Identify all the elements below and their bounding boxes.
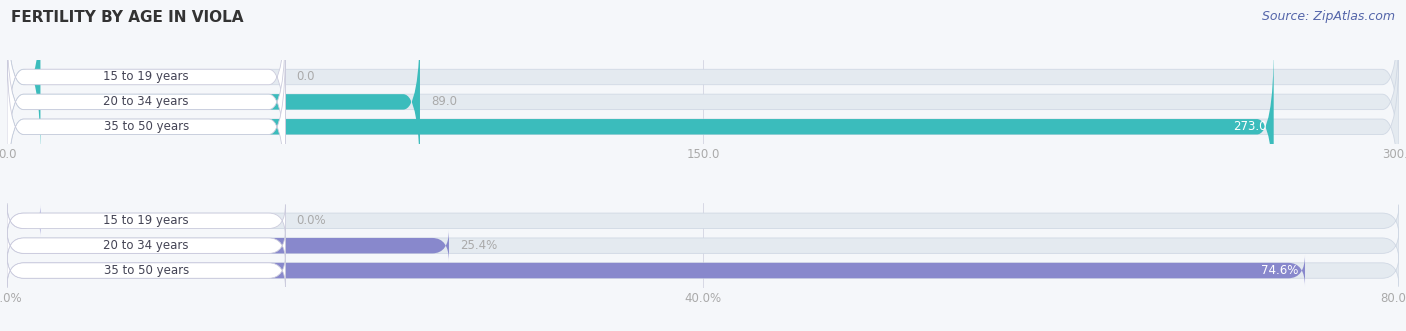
Text: 35 to 50 years: 35 to 50 years <box>104 264 188 277</box>
Text: 25.4%: 25.4% <box>460 239 498 252</box>
FancyBboxPatch shape <box>7 229 285 262</box>
FancyBboxPatch shape <box>7 229 1399 262</box>
Text: FERTILITY BY AGE IN VIOLA: FERTILITY BY AGE IN VIOLA <box>11 10 243 25</box>
FancyBboxPatch shape <box>7 45 1399 209</box>
Text: 35 to 50 years: 35 to 50 years <box>104 120 188 133</box>
Text: 74.6%: 74.6% <box>1261 264 1298 277</box>
FancyBboxPatch shape <box>7 229 449 262</box>
Text: Source: ZipAtlas.com: Source: ZipAtlas.com <box>1261 10 1395 23</box>
Text: 0.0%: 0.0% <box>297 214 326 227</box>
FancyBboxPatch shape <box>7 205 1399 237</box>
FancyBboxPatch shape <box>7 20 420 184</box>
Text: 15 to 19 years: 15 to 19 years <box>104 214 188 227</box>
FancyBboxPatch shape <box>7 205 285 237</box>
Text: 89.0: 89.0 <box>432 95 457 108</box>
FancyBboxPatch shape <box>7 205 41 237</box>
Text: 20 to 34 years: 20 to 34 years <box>104 239 188 252</box>
FancyBboxPatch shape <box>7 255 1399 287</box>
Text: 0.0: 0.0 <box>297 71 315 83</box>
Text: 20 to 34 years: 20 to 34 years <box>104 95 188 108</box>
Text: 273.0: 273.0 <box>1233 120 1267 133</box>
FancyBboxPatch shape <box>7 45 1274 209</box>
FancyBboxPatch shape <box>7 255 285 287</box>
FancyBboxPatch shape <box>7 20 285 184</box>
FancyBboxPatch shape <box>7 0 1399 159</box>
FancyBboxPatch shape <box>7 0 285 159</box>
FancyBboxPatch shape <box>7 45 285 209</box>
FancyBboxPatch shape <box>7 0 41 159</box>
FancyBboxPatch shape <box>7 20 1399 184</box>
Text: 15 to 19 years: 15 to 19 years <box>104 71 188 83</box>
FancyBboxPatch shape <box>7 255 1305 287</box>
